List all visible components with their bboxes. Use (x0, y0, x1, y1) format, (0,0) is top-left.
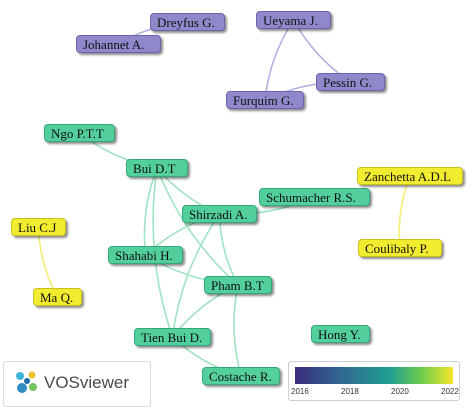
author-node-dreyfus[interactable]: Dreyfus G. (150, 13, 225, 31)
vosviewer-logo: VOSviewer (3, 361, 151, 407)
year-color-legend: 2016 2018 2020 2022 (288, 361, 460, 401)
author-node-liu[interactable]: Liu C.J (11, 218, 66, 236)
author-node-buidt[interactable]: Bui D.T (126, 159, 188, 177)
link-ueyama-furquim (264, 19, 295, 101)
author-node-tienbui[interactable]: Tien Bui D. (134, 328, 211, 346)
link-zanchetta-coulibaly (398, 175, 411, 249)
vosviewer-logo-icon (16, 371, 37, 393)
author-node-ngo[interactable]: Ngo P.T.T (44, 124, 115, 142)
legend-tick-2020: 2020 (391, 387, 409, 396)
brand-name: VOSviewer (44, 373, 130, 392)
legend-tick-2022: 2022 (441, 387, 459, 396)
link-buidt-pham (156, 167, 239, 286)
author-node-costache[interactable]: Costache R. (202, 367, 280, 385)
author-node-zanchetta[interactable]: Zanchetta A.D.L (357, 167, 463, 185)
link-shirzadi-tienbui (171, 213, 221, 338)
author-node-shirzadi[interactable]: Shirzadi A. (182, 205, 257, 223)
legend-tick-2016: 2016 (291, 387, 309, 396)
author-node-hong[interactable]: Hong Y. (311, 325, 370, 343)
author-node-ma[interactable]: Ma Q. (33, 288, 82, 306)
legend-gradient-bar (295, 367, 453, 384)
author-node-pessin[interactable]: Pessin G. (316, 73, 385, 91)
author-node-schumacher[interactable]: Schumacher R.S. (259, 188, 370, 206)
author-node-coulibaly[interactable]: Coulibaly P. (358, 239, 442, 257)
author-node-shahabi[interactable]: Shahabi H. (108, 246, 183, 264)
author-node-johannet[interactable]: Johannet A. (76, 35, 161, 53)
author-node-pham[interactable]: Pham B.T (204, 276, 272, 294)
link-liu-ma (37, 226, 59, 298)
author-node-ueyama[interactable]: Ueyama J. (256, 11, 331, 29)
legend-tick-2018: 2018 (341, 387, 359, 396)
author-node-furquim[interactable]: Furquim G. (226, 91, 304, 109)
link-shirzadi-pham (218, 213, 239, 286)
link-pham-costache (233, 284, 242, 377)
